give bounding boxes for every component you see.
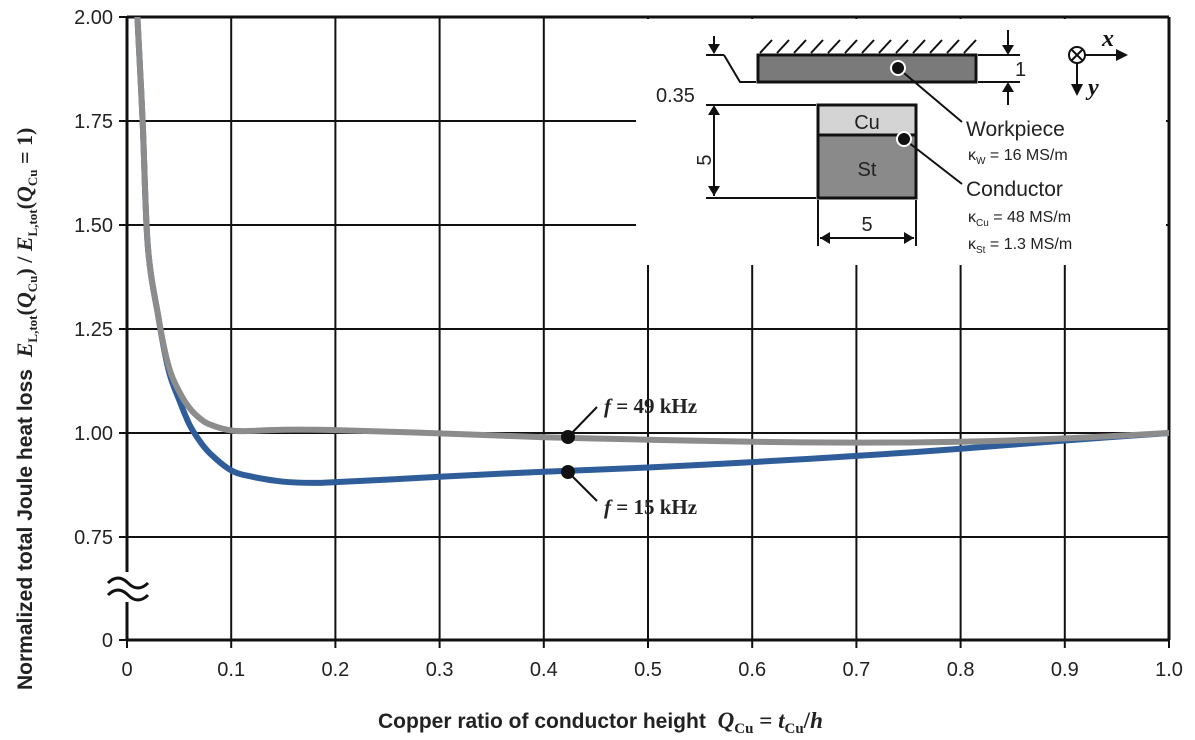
leader-conductor bbox=[896, 131, 963, 185]
y-tick-labels: 0 0.75 1.00 1.25 1.50 1.75 2.00 bbox=[74, 7, 127, 652]
workpiece-label: Workpiece bbox=[966, 118, 1065, 141]
copper-layer bbox=[816, 103, 918, 137]
x-tick-label: 0.9 bbox=[1051, 659, 1079, 681]
kappa-cu-sub: Cu bbox=[976, 218, 989, 229]
marker-15khz bbox=[561, 465, 575, 479]
y-math-q1-sub: Cu bbox=[25, 276, 40, 293]
conductor-label: Conductor bbox=[966, 178, 1063, 201]
dim-width-value: 5 bbox=[861, 214, 872, 236]
series-layer bbox=[134, 17, 1169, 486]
annot-49-f: f bbox=[604, 394, 613, 418]
kappa-cu: κCu = 48 MS/m bbox=[968, 209, 1071, 229]
y-tick-label: 0 bbox=[102, 630, 113, 652]
cu-label: Cu bbox=[854, 112, 880, 134]
kappa-st: κSt = 1.3 MS/m bbox=[968, 236, 1072, 256]
dim-workpiece-value: 1 bbox=[1015, 59, 1026, 81]
annot-15-rest: = 15 kHz bbox=[611, 495, 697, 519]
svg-text:f = 15 kHz: f = 15 kHz bbox=[604, 495, 697, 519]
y-math-e1: E bbox=[12, 343, 37, 359]
x-math-t-sub: Cu bbox=[784, 721, 803, 737]
annotation-15khz: f = 15 kHz bbox=[561, 465, 697, 519]
leader-workpiece bbox=[890, 60, 963, 123]
y-math-e1-sub: L,tot bbox=[25, 315, 40, 343]
y-math-e2: E bbox=[12, 236, 37, 252]
y-tick-label: 0.75 bbox=[74, 527, 113, 549]
annot-49-rest: = 49 kHz bbox=[611, 394, 697, 418]
x-math-slash: / bbox=[803, 708, 811, 733]
x-tick-label: 0.7 bbox=[842, 659, 870, 681]
workpiece-hatching bbox=[759, 39, 977, 54]
kappa-cu-val: = 48 MS/m bbox=[989, 209, 1071, 226]
kappa-w: κW = 16 MS/m bbox=[968, 147, 1068, 167]
kappa-st-sub: St bbox=[976, 245, 986, 256]
x-tick-labels: 0 0.1 0.2 0.3 0.4 0.5 0.6 0.7 0.8 0.9 1.0 bbox=[121, 640, 1183, 681]
dim-height-value: 5 bbox=[694, 154, 716, 165]
geometry-inset: Cu St 1 0.35 5 bbox=[656, 26, 1128, 256]
x-tick-label: 0.3 bbox=[426, 659, 454, 681]
x-math-eq: = bbox=[753, 708, 778, 733]
y-math-q2-sub: Cu bbox=[25, 170, 40, 187]
y-math-q2-val: = 1 bbox=[12, 135, 37, 170]
axis-x-label: x bbox=[1101, 26, 1114, 52]
x-math-q-sub: Cu bbox=[734, 721, 753, 737]
kappa-cu-sym: κ bbox=[968, 209, 977, 226]
x-tick-label: 0.1 bbox=[217, 659, 245, 681]
dim-gap-value: 0.35 bbox=[656, 85, 695, 107]
svg-text:f = 49 kHz: f = 49 kHz bbox=[604, 394, 697, 418]
y-tick-label: 1.75 bbox=[74, 111, 113, 133]
x-tick-label: 0.5 bbox=[634, 659, 662, 681]
kappa-w-sym: κ bbox=[968, 147, 977, 164]
axis-break-icon bbox=[106, 572, 150, 602]
x-axis-title: Copper ratio of conductor height QCu = t… bbox=[378, 708, 823, 737]
dim-height bbox=[706, 107, 816, 199]
kappa-w-val: = 16 MS/m bbox=[985, 147, 1067, 164]
x-tick-label: 0.4 bbox=[530, 659, 558, 681]
series-line-49khz bbox=[134, 17, 1169, 446]
x-tick-label: 0.2 bbox=[321, 659, 349, 681]
kappa-w-sub: W bbox=[976, 156, 986, 167]
st-label: St bbox=[858, 159, 877, 181]
workpiece-block bbox=[756, 53, 978, 84]
y-math-slash: / bbox=[12, 251, 37, 268]
dim-width bbox=[817, 200, 917, 246]
x-tick-label: 0.8 bbox=[947, 659, 975, 681]
annot-15-f: f bbox=[604, 495, 613, 519]
y-math-q2: Q bbox=[12, 186, 37, 202]
y-axis-title-text: Normalized total Joule heat loss bbox=[14, 369, 37, 690]
dim-workpiece-thickness bbox=[978, 30, 1020, 105]
kappa-st-val: = 1.3 MS/m bbox=[985, 236, 1072, 253]
x-tick-label: 0 bbox=[121, 659, 132, 681]
y-math-e2-sub: L,tot bbox=[25, 209, 40, 237]
coordinate-system-icon bbox=[1068, 46, 1128, 96]
annotation-49khz: f = 49 kHz bbox=[561, 394, 697, 444]
x-math-t: t bbox=[778, 708, 785, 733]
y-tick-label: 2.00 bbox=[74, 7, 113, 29]
kappa-st-sym: κ bbox=[968, 236, 977, 253]
x-math-q: Q bbox=[718, 708, 735, 733]
y-axis-title: Normalized total Joule heat loss EL,tot(… bbox=[12, 128, 40, 690]
y-tick-label: 1.50 bbox=[74, 215, 113, 237]
x-tick-label: 0.6 bbox=[738, 659, 766, 681]
y-tick-label: 1.00 bbox=[74, 423, 113, 445]
y-math-q1: Q bbox=[12, 292, 37, 308]
axis-y-label: y bbox=[1085, 75, 1099, 101]
x-math-h: h bbox=[810, 708, 823, 733]
x-tick-label: 1.0 bbox=[1155, 659, 1183, 681]
marker-49khz bbox=[561, 430, 575, 444]
x-axis-title-text: Copper ratio of conductor height bbox=[378, 710, 706, 733]
y-tick-label: 1.25 bbox=[74, 319, 113, 341]
